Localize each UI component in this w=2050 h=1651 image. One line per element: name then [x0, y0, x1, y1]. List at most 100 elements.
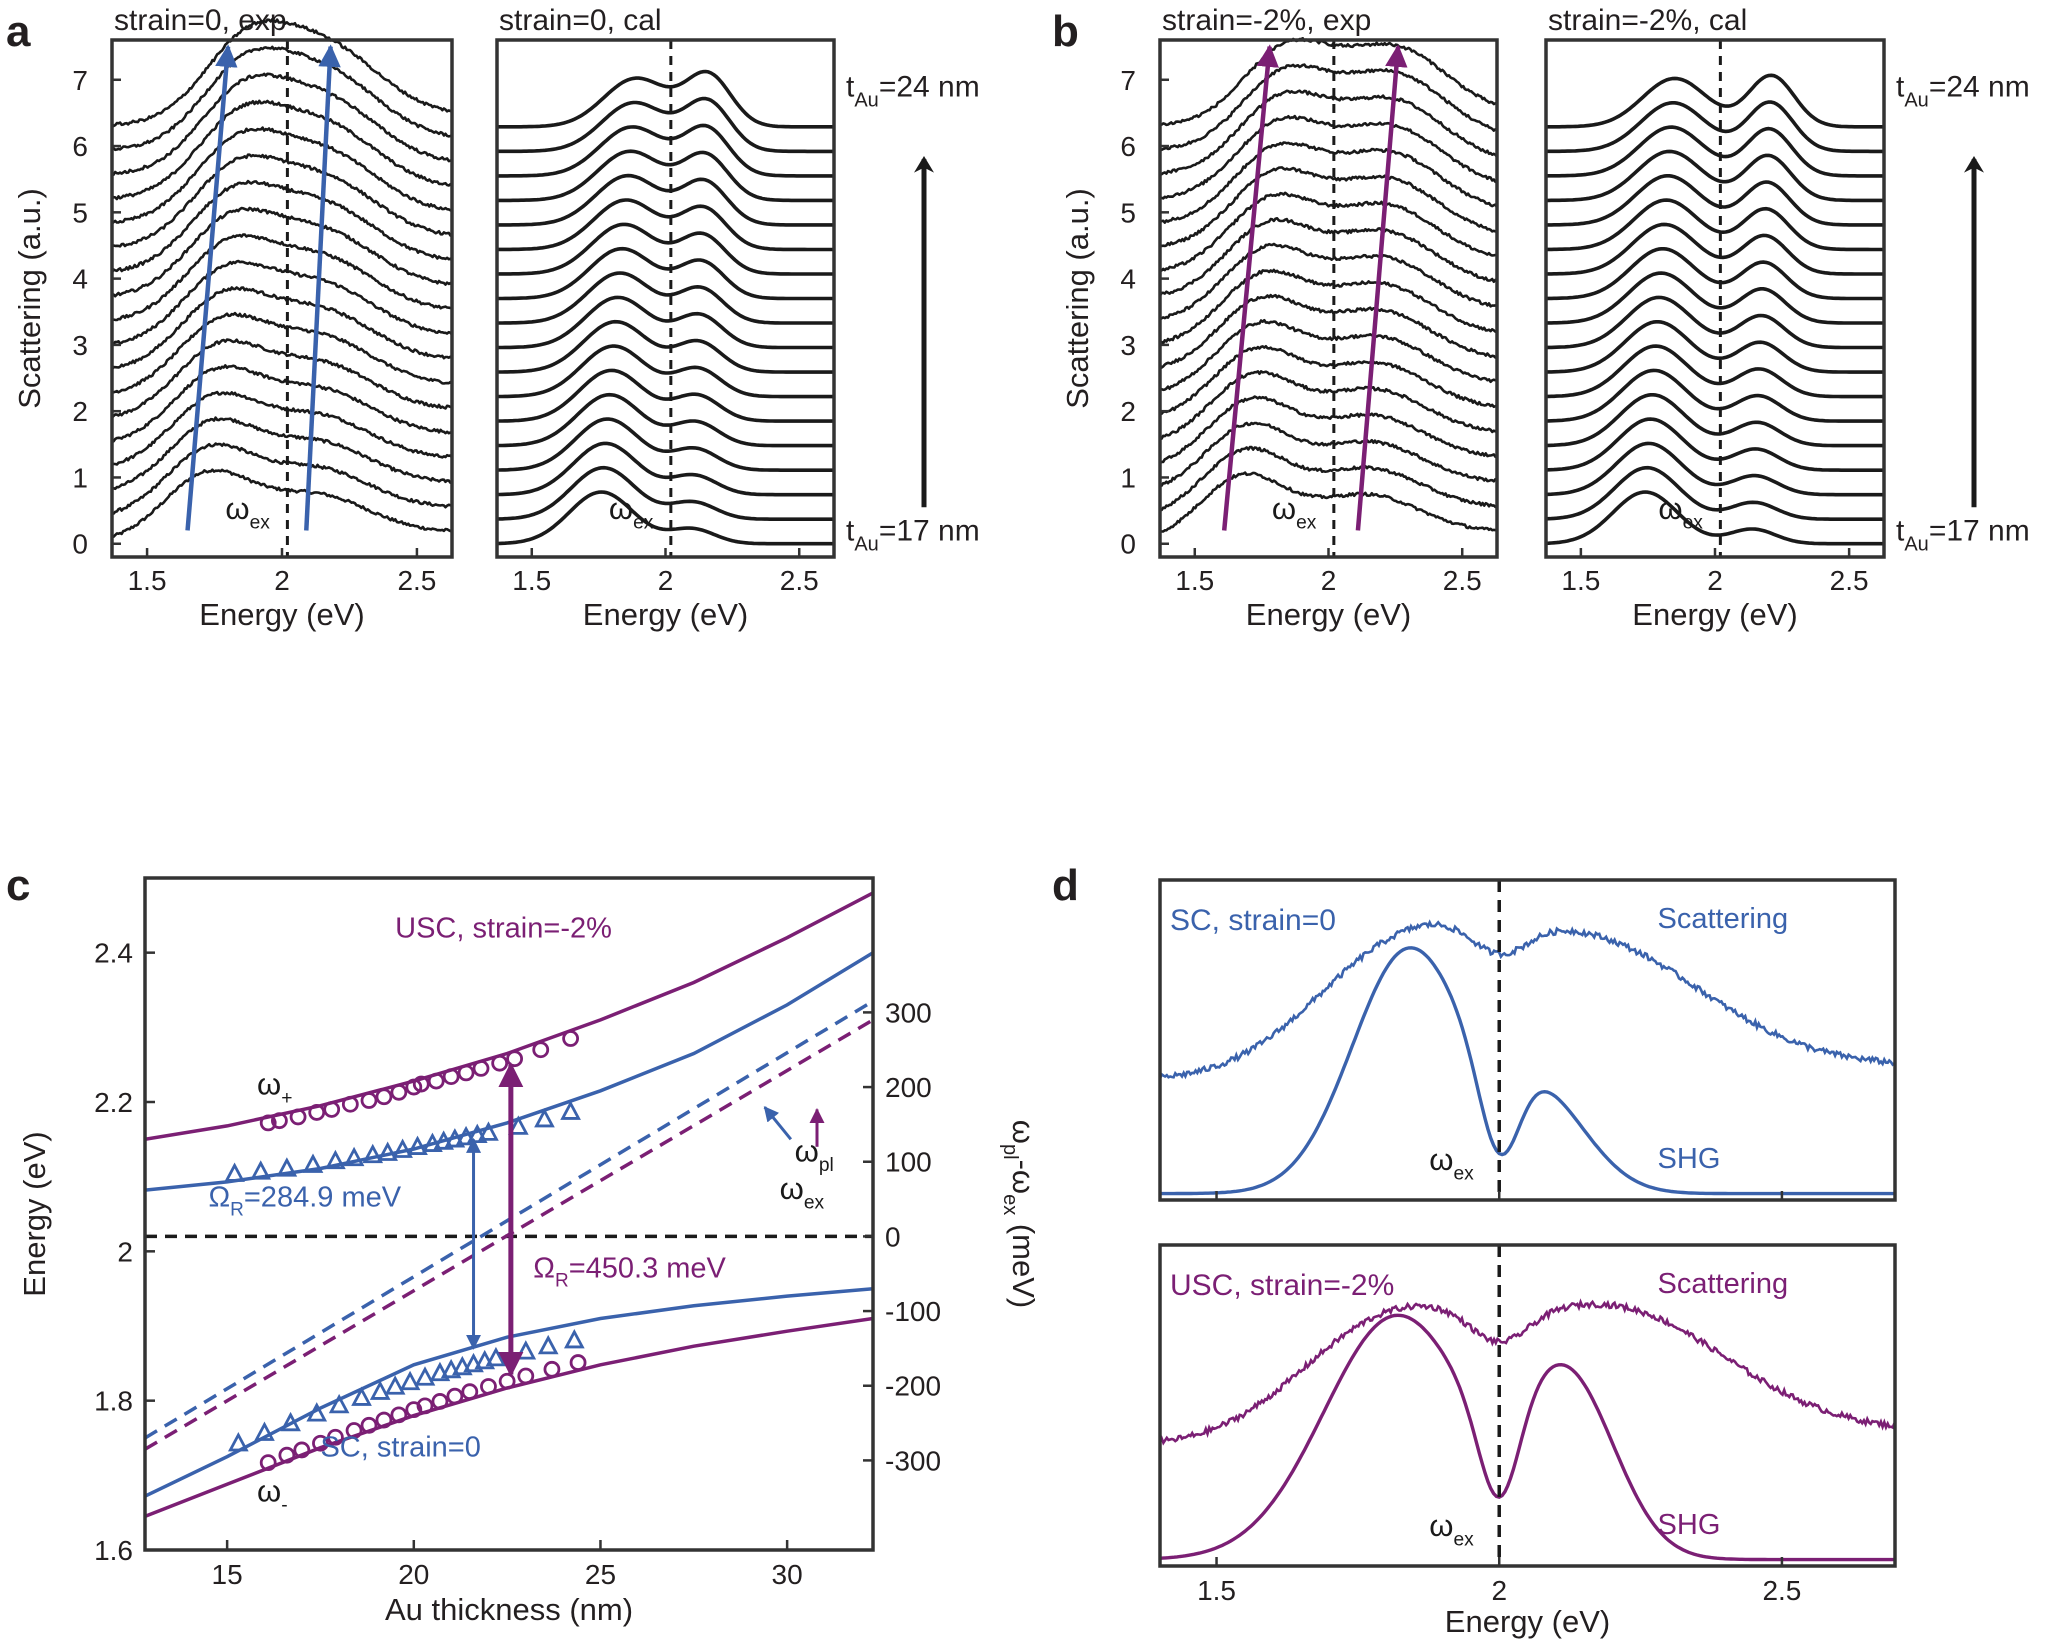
rabi-sc-label: ΩR=284.9 meV [208, 1182, 401, 1221]
y2-tick-label: -200 [885, 1371, 941, 1402]
x-tick-label: 1.5 [1197, 1575, 1236, 1606]
spectrum-curve [111, 233, 453, 322]
spectrum-curve [1546, 319, 1884, 374]
sc-label: SC, strain=0 [320, 1432, 480, 1464]
data-point [569, 1354, 587, 1371]
thickness-top-label: tAu=24 nm [846, 70, 980, 111]
panel-c: Au thickness (nm) Energy (eV) ωpl-ωex (m… [17, 876, 1041, 1627]
x-tick-label: 2 [274, 565, 290, 596]
spectrum-curve [1546, 392, 1884, 448]
data-point [360, 1092, 378, 1109]
spectrum-curve [111, 72, 453, 176]
x-axis-label: Energy (eV) [1445, 1604, 1610, 1639]
spectrum-curve [111, 259, 454, 346]
data-point [289, 1108, 307, 1126]
data-point [399, 1370, 421, 1391]
spectrum-curve [1159, 63, 1498, 152]
spectrum-curve [111, 311, 453, 394]
y-tick-label: 1.8 [94, 1386, 133, 1417]
spectrum-curve [1545, 465, 1884, 522]
x-tick-label: 2 [1321, 565, 1337, 596]
data-point [405, 1078, 423, 1096]
spectrum-curve [497, 319, 834, 374]
spectrum-curve [497, 392, 834, 448]
data-point [345, 1422, 363, 1439]
data-point [463, 1352, 484, 1373]
shg-label: SHG [1658, 1143, 1721, 1175]
x-tick-label: 30 [772, 1559, 803, 1590]
data-point [532, 1041, 550, 1059]
y-tick-label: 0 [1120, 529, 1136, 560]
subpanel-label: SC, strain=0 [1170, 904, 1336, 937]
data-point [259, 1114, 277, 1132]
scattering-curve [1158, 1298, 1896, 1446]
y-tick-label: 3 [72, 330, 88, 361]
x-axis-label: Au thickness (nm) [385, 1592, 633, 1627]
spectrum-curve [497, 417, 834, 473]
lower-branch-arrow [1221, 44, 1279, 531]
y-tick-label: 5 [1120, 197, 1136, 228]
spectrum-curve [497, 69, 834, 129]
data-point [472, 1060, 490, 1077]
data-point [427, 1072, 445, 1090]
data-point [280, 1411, 301, 1432]
y-tick-label: 5 [72, 197, 88, 228]
data-point [362, 1143, 384, 1164]
x-tick-label: 2.5 [1762, 1575, 1801, 1606]
spectrum-curve [1159, 114, 1499, 200]
spectrum-curve [1159, 166, 1498, 248]
upper-branch-arrow [304, 44, 341, 531]
spectrum-curve [1546, 368, 1884, 423]
y-tick-label: 4 [72, 264, 88, 295]
panel-title: strain=-2%, cal [1548, 4, 1747, 37]
data-point [392, 1138, 413, 1158]
data-point [474, 1349, 496, 1370]
panel-a-cal: strain=0, cal Energy (eV) ωex 1.5 2 2.5 tAu=… [495, 4, 980, 632]
y-tick-label: 4 [1120, 264, 1136, 295]
spectrum-curve [1545, 490, 1884, 546]
spectrum-curve [1159, 141, 1499, 224]
y-tick-label: 2 [117, 1236, 133, 1267]
shg-curve [1159, 1313, 1895, 1562]
spectrum-curve [1546, 222, 1884, 276]
y-tick-label: 2 [72, 396, 88, 427]
scattering-label: Scattering [1658, 903, 1789, 935]
spectrum-curve [496, 222, 834, 276]
plot-frame [1158, 38, 1499, 559]
panel-title: strain=0, cal [499, 4, 662, 37]
y2-tick-label: -300 [885, 1445, 941, 1476]
data-point [250, 1160, 272, 1180]
plot-area [145, 891, 873, 1519]
plot-frame [1158, 878, 1897, 1202]
data-point [254, 1421, 275, 1441]
y-axis-label: Energy (eV) [17, 1131, 52, 1296]
x-tick-label: 2.5 [1443, 565, 1482, 596]
spectrum-curve [497, 344, 834, 399]
shg-label: SHG [1658, 1509, 1721, 1541]
spectrum-curve [1159, 370, 1498, 440]
data-point [560, 1100, 581, 1120]
x-axis-label: Energy (eV) [199, 597, 364, 632]
y-tick-label: 1.6 [94, 1535, 133, 1566]
data-point [293, 1441, 311, 1459]
x-axis-label: Energy (eV) [583, 597, 748, 632]
data-point [485, 1346, 507, 1367]
x-tick-label: 1.5 [1561, 565, 1600, 596]
spectrum-curve [1545, 441, 1884, 497]
spectrum-curve [1546, 198, 1884, 252]
spectrum-curve [1159, 395, 1498, 465]
data-point [384, 1375, 406, 1395]
spectrum-curve [497, 123, 834, 178]
y2-tick-label: -100 [885, 1296, 941, 1327]
subpanel-label: USC, strain=-2% [1170, 1269, 1394, 1302]
spectrum-curve [1158, 217, 1499, 297]
x-tick-label: 20 [398, 1559, 429, 1590]
y2-tick-label: 100 [885, 1147, 932, 1178]
spectrum-curve [497, 198, 834, 252]
data-point [515, 1340, 537, 1360]
data-point [440, 1358, 462, 1379]
spectrum-curve [497, 441, 834, 497]
spectrum-curve [1159, 344, 1498, 416]
y2-tick-label: 300 [885, 997, 932, 1028]
upper-branch-arrow [1355, 44, 1408, 531]
